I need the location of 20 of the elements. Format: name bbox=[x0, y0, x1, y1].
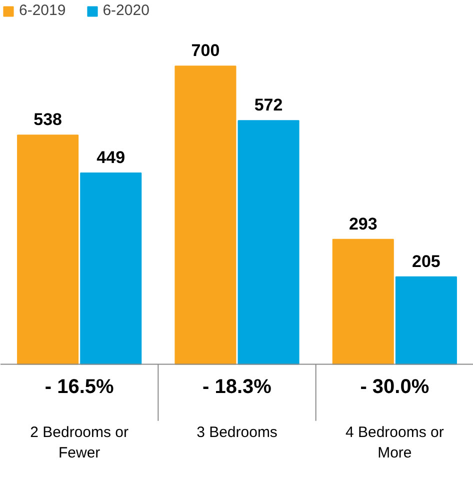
bar bbox=[238, 120, 300, 365]
x-tick-label: 3 Bedrooms bbox=[196, 424, 278, 442]
bar bbox=[174, 66, 236, 365]
text: - 18.3% bbox=[202, 376, 272, 398]
text: - 30.0% bbox=[360, 376, 430, 398]
legend-label: 6-2019 bbox=[19, 2, 66, 19]
x-tick-label: 2 Bedrooms or Fewer bbox=[30, 424, 129, 462]
legend-label: 6-2020 bbox=[102, 2, 150, 19]
text: - 16.5% bbox=[44, 376, 114, 398]
x-tick-label: 4 Bedrooms or More bbox=[345, 424, 444, 462]
bar bbox=[332, 238, 394, 365]
bar bbox=[395, 276, 457, 365]
bar bbox=[80, 172, 142, 365]
data-label: 538 bbox=[34, 110, 62, 130]
data-label: 700 bbox=[191, 41, 220, 60]
data-label: 205 bbox=[412, 252, 440, 271]
data-label: 572 bbox=[254, 96, 283, 115]
bar bbox=[17, 134, 79, 365]
data-label: 293 bbox=[348, 214, 378, 234]
data-label: 449 bbox=[96, 148, 126, 167]
